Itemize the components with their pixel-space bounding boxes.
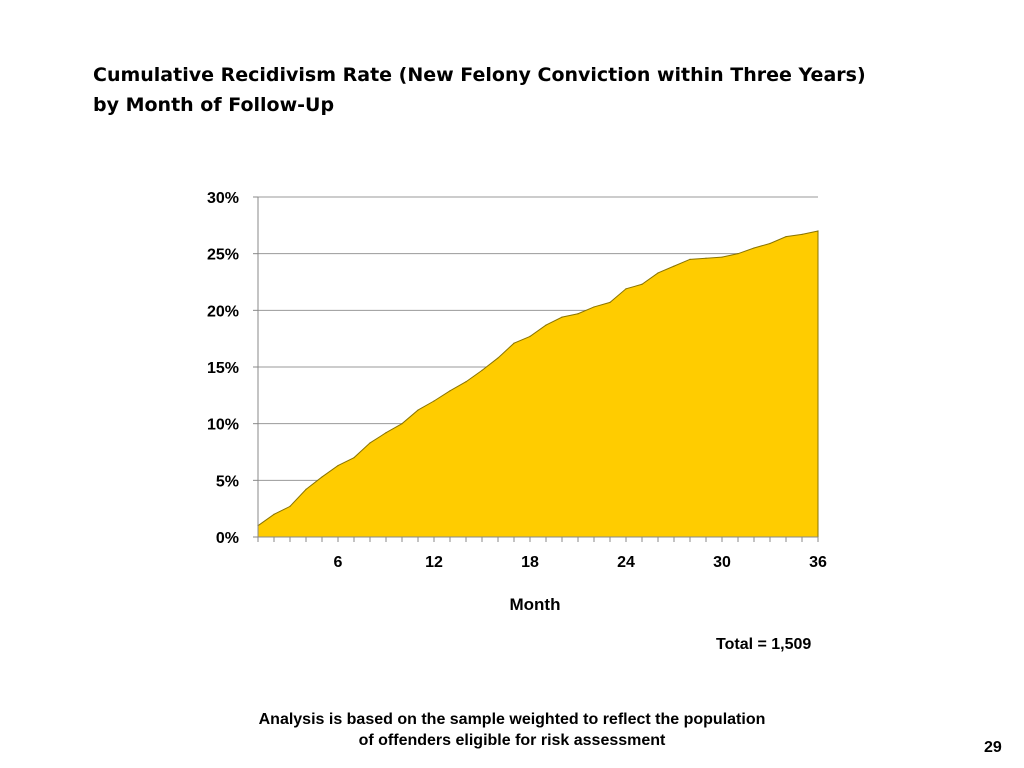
total-count-label: Total = 1,509 <box>716 636 812 653</box>
data-point-month-12 <box>433 400 435 402</box>
x-tick-label: 24 <box>617 554 635 571</box>
footnote: Analysis is based on the sample weighted… <box>200 709 824 751</box>
data-point-month-10 <box>401 423 403 425</box>
data-point-month-16 <box>497 357 499 359</box>
y-tick-label: 0% <box>216 530 239 547</box>
data-point-month-19 <box>545 324 547 326</box>
data-point-month-33 <box>769 242 771 245</box>
data-point-month-2 <box>273 513 275 515</box>
footnote-line-2: of offenders eligible for risk assessmen… <box>358 732 666 749</box>
data-point-month-31 <box>737 253 739 255</box>
x-tick-labels: 6 12 18 24 30 36 <box>334 554 827 571</box>
chart-title: Cumulative Recidivism Rate (New Felony C… <box>93 60 953 120</box>
data-point-month-27 <box>673 265 675 267</box>
data-point-month-26 <box>657 272 659 274</box>
data-point-month-30 <box>721 256 723 258</box>
chart-title-line-1: Cumulative Recidivism Rate (New Felony C… <box>93 64 866 86</box>
data-point-month-9 <box>385 432 387 434</box>
data-area-layer <box>257 230 819 538</box>
y-tick-label: 30% <box>207 190 239 207</box>
y-tick-label: 5% <box>216 473 239 490</box>
x-tick-label: 6 <box>334 554 343 571</box>
axes <box>253 196 819 542</box>
data-point-month-25 <box>641 283 643 285</box>
x-tick-label: 36 <box>809 554 827 571</box>
data-point-month-3 <box>289 505 291 507</box>
cumulative-rate-area <box>257 230 819 538</box>
data-point-month-24 <box>625 288 627 290</box>
y-tick-label: 10% <box>207 417 239 434</box>
data-point-month-17 <box>513 342 515 344</box>
data-point-month-8 <box>369 442 371 444</box>
x-axis-label: Month <box>510 595 561 614</box>
data-point-month-28 <box>689 258 691 260</box>
data-point-month-20 <box>561 316 563 318</box>
chart-title-line-2: by Month of Follow-Up <box>93 94 335 116</box>
y-tick-label: 25% <box>207 247 239 264</box>
data-point-month-11 <box>417 409 419 411</box>
y-tick-labels: 0% 5% 10% 15% 20% 25% 30% <box>207 190 239 547</box>
data-point-month-35 <box>801 233 803 235</box>
page-number: 29 <box>984 739 1002 756</box>
x-tick-label: 12 <box>425 554 443 571</box>
data-point-month-34 <box>785 236 787 238</box>
data-point-month-5 <box>321 476 323 478</box>
data-point-month-4 <box>305 488 307 490</box>
data-point-month-15 <box>481 369 483 371</box>
y-tick-label: 15% <box>207 360 239 377</box>
x-tick-label: 18 <box>521 554 539 571</box>
x-tick-label: 30 <box>713 554 731 571</box>
data-point-month-23 <box>609 301 611 303</box>
data-point-month-14 <box>465 381 467 383</box>
data-point-month-6 <box>337 465 339 467</box>
data-point-month-13 <box>449 390 451 392</box>
data-point-month-22 <box>593 306 595 308</box>
data-point-month-29 <box>705 257 707 259</box>
data-point-month-18 <box>529 335 531 337</box>
y-tick-label: 20% <box>207 303 239 320</box>
data-point-month-32 <box>753 247 755 249</box>
data-point-month-21 <box>577 313 579 315</box>
footnote-line-1: Analysis is based on the sample weighted… <box>258 711 766 728</box>
data-point-month-7 <box>353 457 355 459</box>
data-point-month-36 <box>817 230 819 232</box>
